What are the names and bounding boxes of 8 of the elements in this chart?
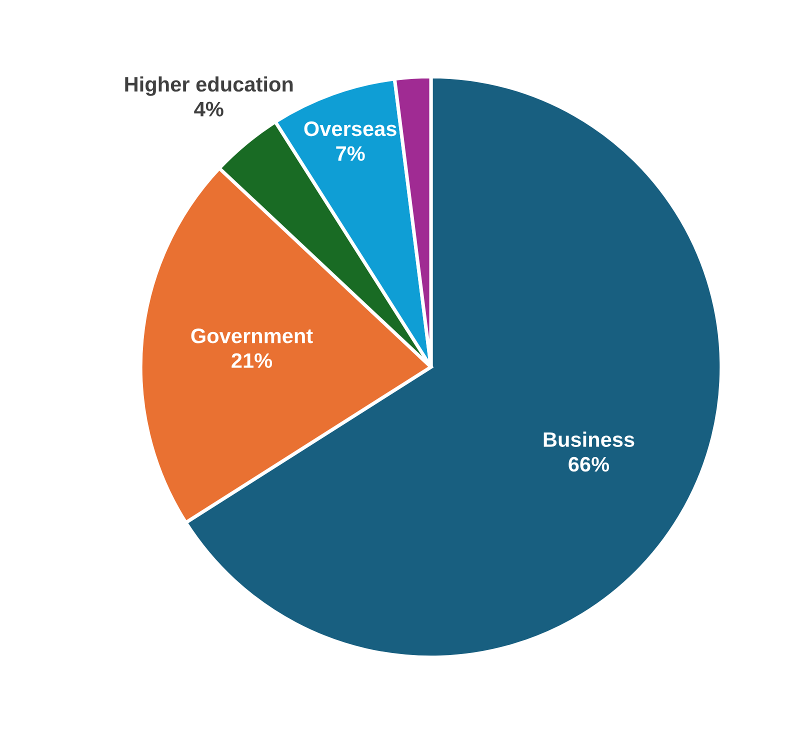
data-label: 66% [568,456,610,472]
data-label: 4% [194,102,224,116]
slice-label: Business [544,432,634,447]
data-label: 21% [232,353,272,368]
slice-label: Higher education [125,76,293,96]
data-label: 7% [336,146,365,161]
slice-label: Government [191,328,313,344]
slice-label: Overseas [304,121,396,136]
